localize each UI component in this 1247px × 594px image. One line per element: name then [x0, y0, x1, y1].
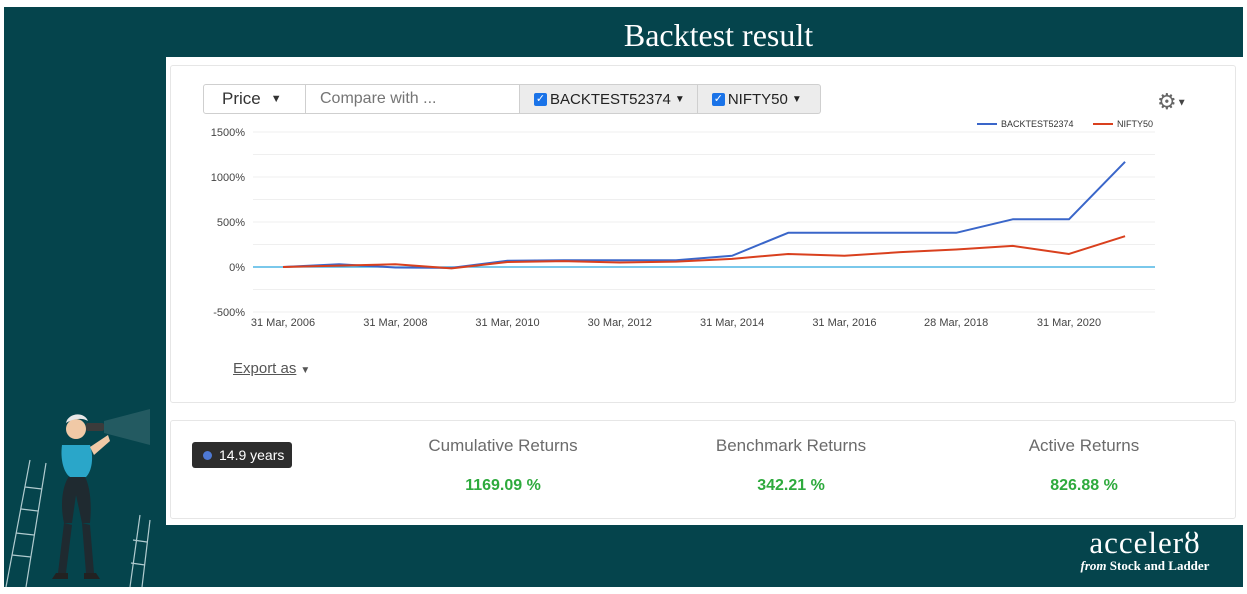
person-figure [52, 409, 150, 579]
x-tick-label: 31 Mar, 2010 [475, 317, 539, 329]
stat-active-returns: Active Returns 826.88 % [964, 436, 1204, 495]
series-line-backtest [282, 161, 1126, 269]
series-line-nifty [282, 235, 1126, 270]
gear-icon: ⚙ [1157, 89, 1177, 114]
years-badge: 14.9 years [192, 442, 292, 468]
y-tick-label: 500% [217, 217, 245, 229]
price-dropdown[interactable]: Price ▼ [203, 84, 306, 114]
years-value: 14.9 years [219, 447, 285, 463]
series-toggle-nifty[interactable]: ✓ NIFTY50 ▼ [697, 84, 821, 114]
logo-mark-icon: ȣ [1184, 525, 1201, 560]
stat-value: 826.88 % [1050, 477, 1118, 494]
export-label: Export as [233, 360, 297, 377]
stat-label: Cumulative Returns [428, 436, 578, 455]
stat-value: 1169.09 % [465, 477, 541, 494]
legend-label: NIFTY50 [1117, 119, 1153, 129]
stats-card: 14.9 years Cumulative Returns 1169.09 % … [170, 420, 1236, 519]
y-tick-label: 1000% [211, 172, 245, 184]
line-chart: 1500% 1000% 500% 0% -500% 31 Mar, 2006 31 Mar,… [211, 119, 1155, 329]
y-tick-label: 1500% [211, 127, 245, 139]
ladder-illustration [5, 409, 151, 587]
content-panel: Price ▼ ✓ BACKTEST52374 ▼ ✓ NIFTY50 ▼ ⚙▼… [166, 57, 1243, 525]
x-tick-label: 31 Mar, 2006 [251, 317, 315, 329]
checkbox-checked-icon[interactable]: ✓ [711, 92, 725, 106]
series-toggle-label: NIFTY50 [727, 90, 788, 108]
x-tick-label: 31 Mar, 2016 [812, 317, 876, 329]
slide-title: Backtest result [623, 17, 814, 53]
stat-benchmark-returns: Benchmark Returns 342.21 % [671, 436, 911, 495]
stat-label: Benchmark Returns [715, 436, 867, 455]
x-tick-label: 31 Mar, 2008 [363, 317, 427, 329]
y-tick-label: -500% [213, 307, 245, 319]
stat-label: Active Returns [1028, 436, 1140, 455]
x-tick-label: 30 Mar, 2012 [588, 317, 652, 329]
stat-cumulative-returns: Cumulative Returns 1169.09 % [383, 436, 623, 495]
caret-down-icon: ▼ [791, 93, 802, 105]
export-dropdown[interactable]: Export as ▼ [233, 360, 310, 377]
chart-toolbar: Price ▼ ✓ BACKTEST52374 ▼ ✓ NIFTY50 ▼ [203, 84, 821, 114]
series-toggle-label: BACKTEST52374 [550, 90, 671, 108]
x-tick-label: 28 Mar, 2018 [924, 317, 988, 329]
compare-input[interactable] [306, 84, 520, 114]
logo-sub-rest: Stock and Ladder [1109, 558, 1210, 573]
y-tick-label: 0% [229, 262, 245, 274]
dot-icon [203, 450, 212, 460]
x-tick-label: 31 Mar, 2020 [1037, 317, 1101, 329]
logo-brand: acceler [1089, 525, 1185, 560]
price-dropdown-label: Price [222, 89, 261, 108]
x-tick-label: 31 Mar, 2014 [700, 317, 764, 329]
stat-value: 342.21 % [757, 477, 825, 494]
series-toggle-backtest[interactable]: ✓ BACKTEST52374 ▼ [520, 84, 698, 114]
settings-button[interactable]: ⚙▼ [1157, 89, 1187, 115]
caret-down-icon: ▼ [674, 93, 685, 105]
logo-sub-from: from [1080, 558, 1107, 573]
caret-down-icon: ▼ [1176, 97, 1187, 109]
chart-card: Price ▼ ✓ BACKTEST52374 ▼ ✓ NIFTY50 ▼ ⚙▼… [170, 65, 1236, 403]
caret-down-icon: ▼ [300, 365, 311, 376]
caret-down-icon: ▼ [270, 93, 282, 105]
checkbox-checked-icon[interactable]: ✓ [534, 92, 547, 106]
accelero-logo: accelerȣ from Stock and Ladder [1060, 527, 1230, 573]
legend-label: BACKTEST52374 [1001, 119, 1074, 129]
